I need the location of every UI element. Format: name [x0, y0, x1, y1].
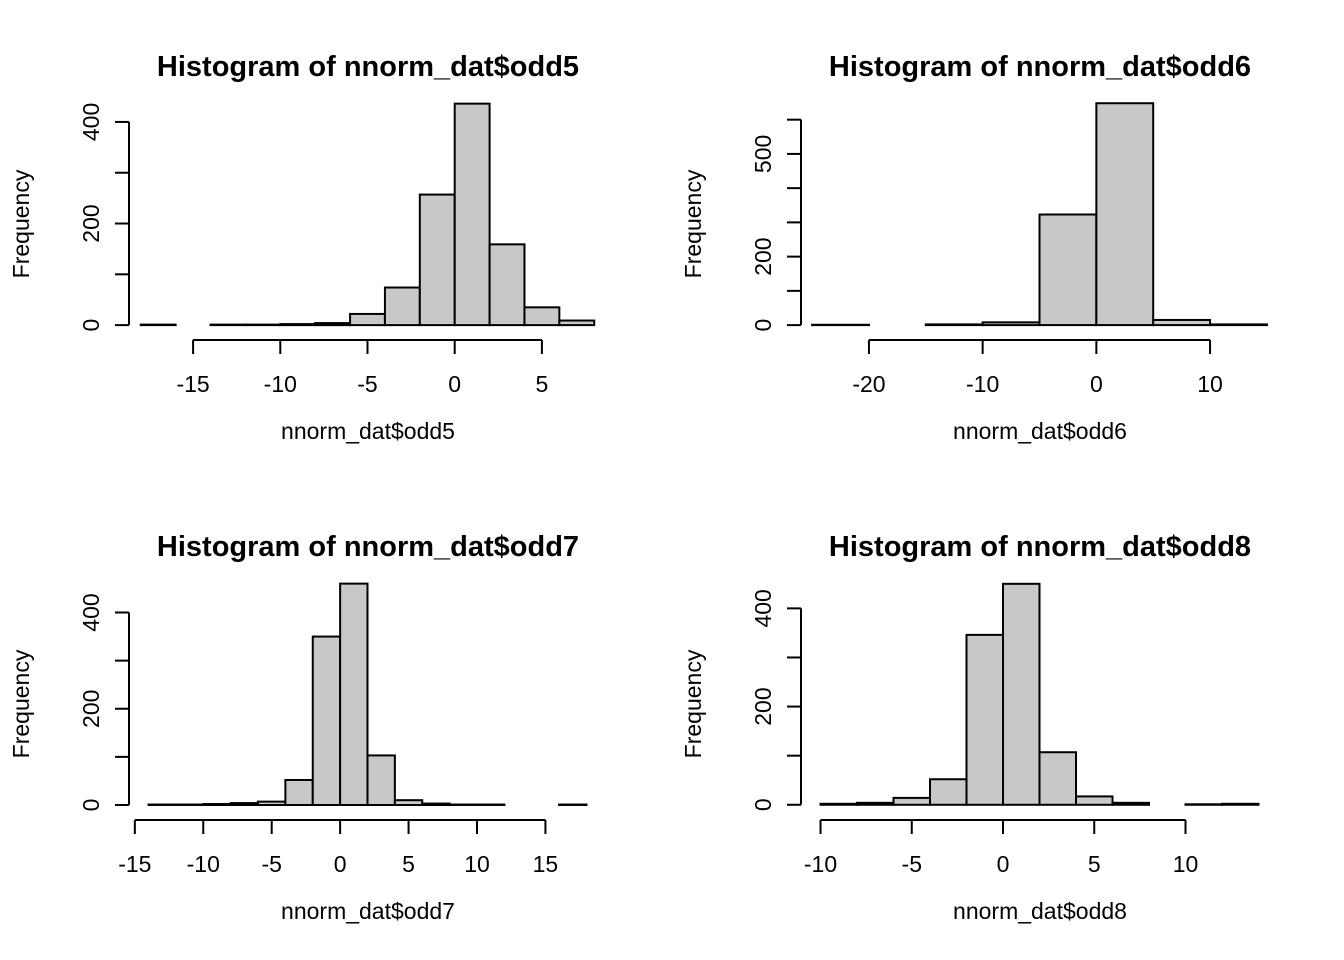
x-tick-label: 0 — [334, 851, 347, 877]
histogram-bar — [421, 802, 451, 806]
y-axis-label: Frequency — [680, 169, 706, 278]
histogram-bar — [393, 799, 424, 807]
y-axis-label: Frequency — [8, 649, 34, 758]
histogram-bar — [819, 802, 859, 806]
histogram-panel-odd8: Histogram of nnorm_dat$odd8 nnorm_dat$od… — [680, 531, 1260, 924]
histogram-bar — [349, 312, 386, 327]
x-tick-label: -10 — [966, 371, 999, 397]
histogram-bar — [139, 323, 177, 327]
histogram-bar — [1209, 323, 1268, 327]
x-tick-label: -10 — [804, 851, 837, 877]
x-tick-label: -20 — [852, 371, 885, 397]
x-tick-label: 0 — [1090, 371, 1103, 397]
histogram-bar — [279, 323, 317, 327]
x-tick-label: -15 — [176, 371, 209, 397]
y-tick-label: 200 — [750, 687, 776, 725]
histogram-bar — [229, 802, 260, 807]
y-tick-label: 0 — [78, 799, 104, 812]
y-tick-label: 200 — [750, 237, 776, 275]
x-tick-label: -15 — [118, 851, 151, 877]
y-tick-label: 200 — [78, 690, 104, 728]
histogram-bar — [284, 778, 314, 807]
y-axis-label: Frequency — [680, 649, 706, 758]
y-axis-label: Frequency — [8, 169, 34, 278]
chart-title: Histogram of nnorm_dat$odd5 — [157, 51, 579, 83]
histogram-bar — [965, 633, 1005, 806]
x-axis-label: nnorm_dat$odd5 — [281, 418, 455, 444]
x-axis-label: nnorm_dat$odd7 — [281, 898, 455, 924]
x-axis-label: nnorm_dat$odd8 — [953, 898, 1127, 924]
histogram-bar — [311, 635, 342, 806]
x-tick-label: -10 — [264, 371, 297, 397]
x-tick-label: 5 — [536, 371, 549, 397]
histogram-bar — [558, 319, 596, 327]
histogram-bar — [523, 306, 561, 327]
histogram-bar — [202, 803, 232, 806]
histogram-bar — [1002, 582, 1041, 806]
histogram-bar — [924, 323, 984, 327]
y-tick-label: 0 — [750, 319, 776, 332]
histogram-bar — [981, 321, 1041, 327]
histogram-bar — [257, 800, 287, 807]
histogram-bar — [453, 102, 491, 327]
x-tick-label: 10 — [464, 851, 490, 877]
histogram-bar — [1038, 213, 1098, 327]
histogram-bar — [488, 243, 526, 327]
x-axis-label: nnorm_dat$odd6 — [953, 418, 1127, 444]
histogram-panel-odd6: Histogram of nnorm_dat$odd6 nnorm_dat$od… — [680, 51, 1268, 444]
histogram-bar — [929, 778, 968, 806]
histogram-bar — [314, 322, 352, 327]
histogram-bar — [1220, 802, 1260, 806]
histogram-bar — [1095, 102, 1155, 327]
histogram-bar — [366, 754, 396, 806]
x-tick-label: 10 — [1173, 851, 1199, 877]
histogram-bar — [856, 801, 895, 806]
x-tick-label: -10 — [187, 851, 220, 877]
x-tick-label: 5 — [1088, 851, 1101, 877]
y-tick-label: 500 — [750, 135, 776, 173]
histogram-bar — [1152, 318, 1212, 327]
x-tick-label: -5 — [357, 371, 377, 397]
chart-title: Histogram of nnorm_dat$odd6 — [829, 51, 1251, 83]
histogram-bar — [418, 193, 456, 327]
y-tick-label: 0 — [78, 319, 104, 332]
y-tick-label: 0 — [750, 798, 776, 811]
y-tick-label: 200 — [78, 204, 104, 242]
histogram-bar — [383, 286, 421, 327]
histogram-panel-odd7: Histogram of nnorm_dat$odd7 nnorm_dat$od… — [8, 531, 588, 924]
x-tick-label: 5 — [402, 851, 415, 877]
histogram-bar — [209, 323, 247, 327]
chart-title: Histogram of nnorm_dat$odd8 — [829, 531, 1251, 563]
x-tick-label: -5 — [261, 851, 281, 877]
y-tick-label: 400 — [78, 103, 104, 141]
histogram-bar — [1111, 801, 1150, 806]
x-tick-label: -5 — [902, 851, 922, 877]
chart-title: Histogram of nnorm_dat$odd7 — [157, 531, 579, 563]
histogram-panel-odd5: Histogram of nnorm_dat$odd5 nnorm_dat$od… — [8, 51, 596, 444]
histogram-bar — [244, 323, 282, 327]
y-tick-label: 400 — [78, 593, 104, 631]
histogram-bar — [1038, 751, 1077, 806]
x-tick-label: 0 — [448, 371, 461, 397]
x-tick-label: 10 — [1197, 371, 1223, 397]
histogram-bar — [1075, 795, 1114, 806]
y-tick-label: 400 — [750, 589, 776, 627]
x-tick-label: 0 — [997, 851, 1010, 877]
histogram-bar — [892, 796, 932, 806]
histogram-bar — [339, 582, 369, 807]
x-tick-label: 15 — [533, 851, 559, 877]
